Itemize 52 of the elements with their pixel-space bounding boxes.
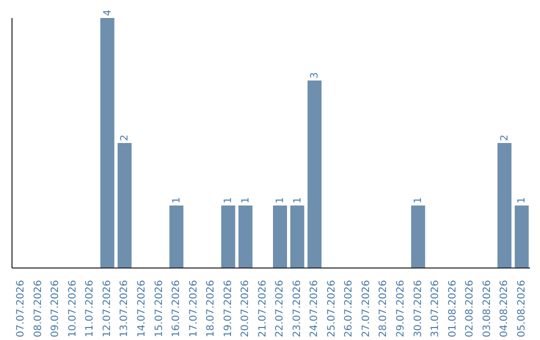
data-label: 1 [413,197,424,204]
data-label: 4 [102,10,114,16]
x-tick-label: 13.07.2026 [119,280,130,338]
x-tick-label: 12.07.2026 [102,280,113,338]
x-tick-label: 25.07.2026 [326,280,338,338]
x-tick-label: 03.08.2026 [482,280,493,338]
x-tick-label: 17.07.2026 [188,280,200,338]
bar [497,143,512,268]
bar [273,206,287,268]
x-tick-label: 26.07.2026 [344,280,355,338]
x-tick-label: 14.07.2026 [136,280,148,338]
x-tick-label: 21.07.2026 [257,280,268,338]
x-tick-label: 08.07.2026 [32,280,44,338]
x-tick-label: 02.08.2026 [464,280,476,338]
data-label: 3 [310,72,321,78]
x-tick-label: 01.08.2026 [447,280,458,338]
data-label: 2 [120,134,131,141]
bar [238,206,252,268]
data-label: 2 [499,134,510,141]
x-tick-label: 23.07.2026 [292,280,303,338]
x-tick-label: 22.07.2026 [274,280,286,338]
x-tick-label: 18.07.2026 [206,280,217,338]
bar [290,206,304,268]
data-label: 1 [223,197,234,204]
data-label: 1 [275,197,286,204]
data-label: 1 [171,197,182,204]
x-tick-label: 24.07.2026 [309,280,320,338]
data-label: 1 [516,197,528,204]
bar [118,143,132,268]
x-tick-label: 16.07.2026 [171,280,182,338]
x-tick-label: 04.08.2026 [499,280,510,338]
x-tick-label: 27.07.2026 [360,280,372,338]
x-tick-label: 19.07.2026 [222,280,234,338]
x-tick-label: 15.07.2026 [154,280,165,338]
bar [100,18,114,268]
x-tick-label: 20.07.2026 [240,280,252,338]
data-label: 1 [292,197,304,204]
x-tick-label: 29.07.2026 [396,280,406,338]
x-tick-label: 10.07.2026 [67,280,78,338]
x-tick-label: 11.07.2026 [84,280,96,338]
bar [514,206,529,268]
bar [308,80,322,268]
bar [169,206,184,268]
x-tick-label: 05.08.2026 [516,280,528,338]
bar [221,206,236,268]
x-tick-label: 07.07.2026 [16,280,27,338]
x-tick-label: 09.07.2026 [50,280,62,338]
x-tick-label: 28.07.2026 [378,280,390,338]
bar [411,206,426,268]
x-tick-label: 31.07.2026 [430,280,442,338]
x-tick-label: 30.07.2026 [412,280,424,338]
data-label: 1 [240,197,252,204]
